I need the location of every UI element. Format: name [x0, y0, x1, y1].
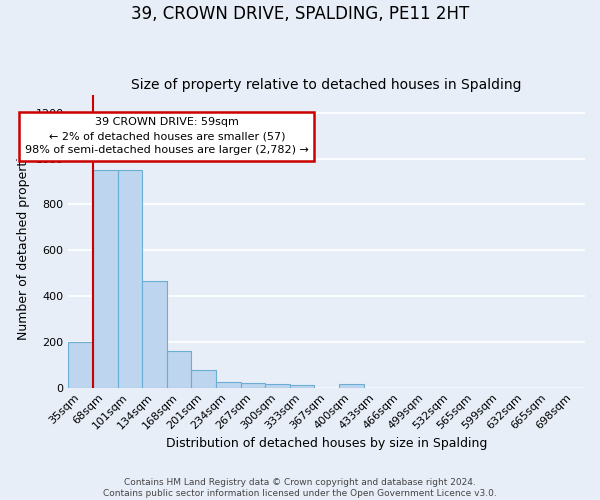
Bar [265, 384, 290, 388]
Title: Size of property relative to detached houses in Spalding: Size of property relative to detached ho… [131, 78, 522, 92]
Y-axis label: Number of detached properties: Number of detached properties [17, 142, 30, 340]
Bar [93, 170, 118, 388]
Text: 39 CROWN DRIVE: 59sqm
← 2% of detached houses are smaller (57)
98% of semi-detac: 39 CROWN DRIVE: 59sqm ← 2% of detached h… [25, 118, 309, 156]
Bar [68, 342, 93, 388]
Text: Contains HM Land Registry data © Crown copyright and database right 2024.
Contai: Contains HM Land Registry data © Crown c… [103, 478, 497, 498]
Bar [142, 281, 167, 388]
Text: 39, CROWN DRIVE, SPALDING, PE11 2HT: 39, CROWN DRIVE, SPALDING, PE11 2HT [131, 5, 469, 23]
Bar [290, 385, 314, 388]
X-axis label: Distribution of detached houses by size in Spalding: Distribution of detached houses by size … [166, 437, 487, 450]
Bar [167, 351, 191, 388]
Bar [118, 170, 142, 388]
Bar [241, 383, 265, 388]
Bar [339, 384, 364, 388]
Bar [216, 382, 241, 388]
Bar [191, 370, 216, 388]
